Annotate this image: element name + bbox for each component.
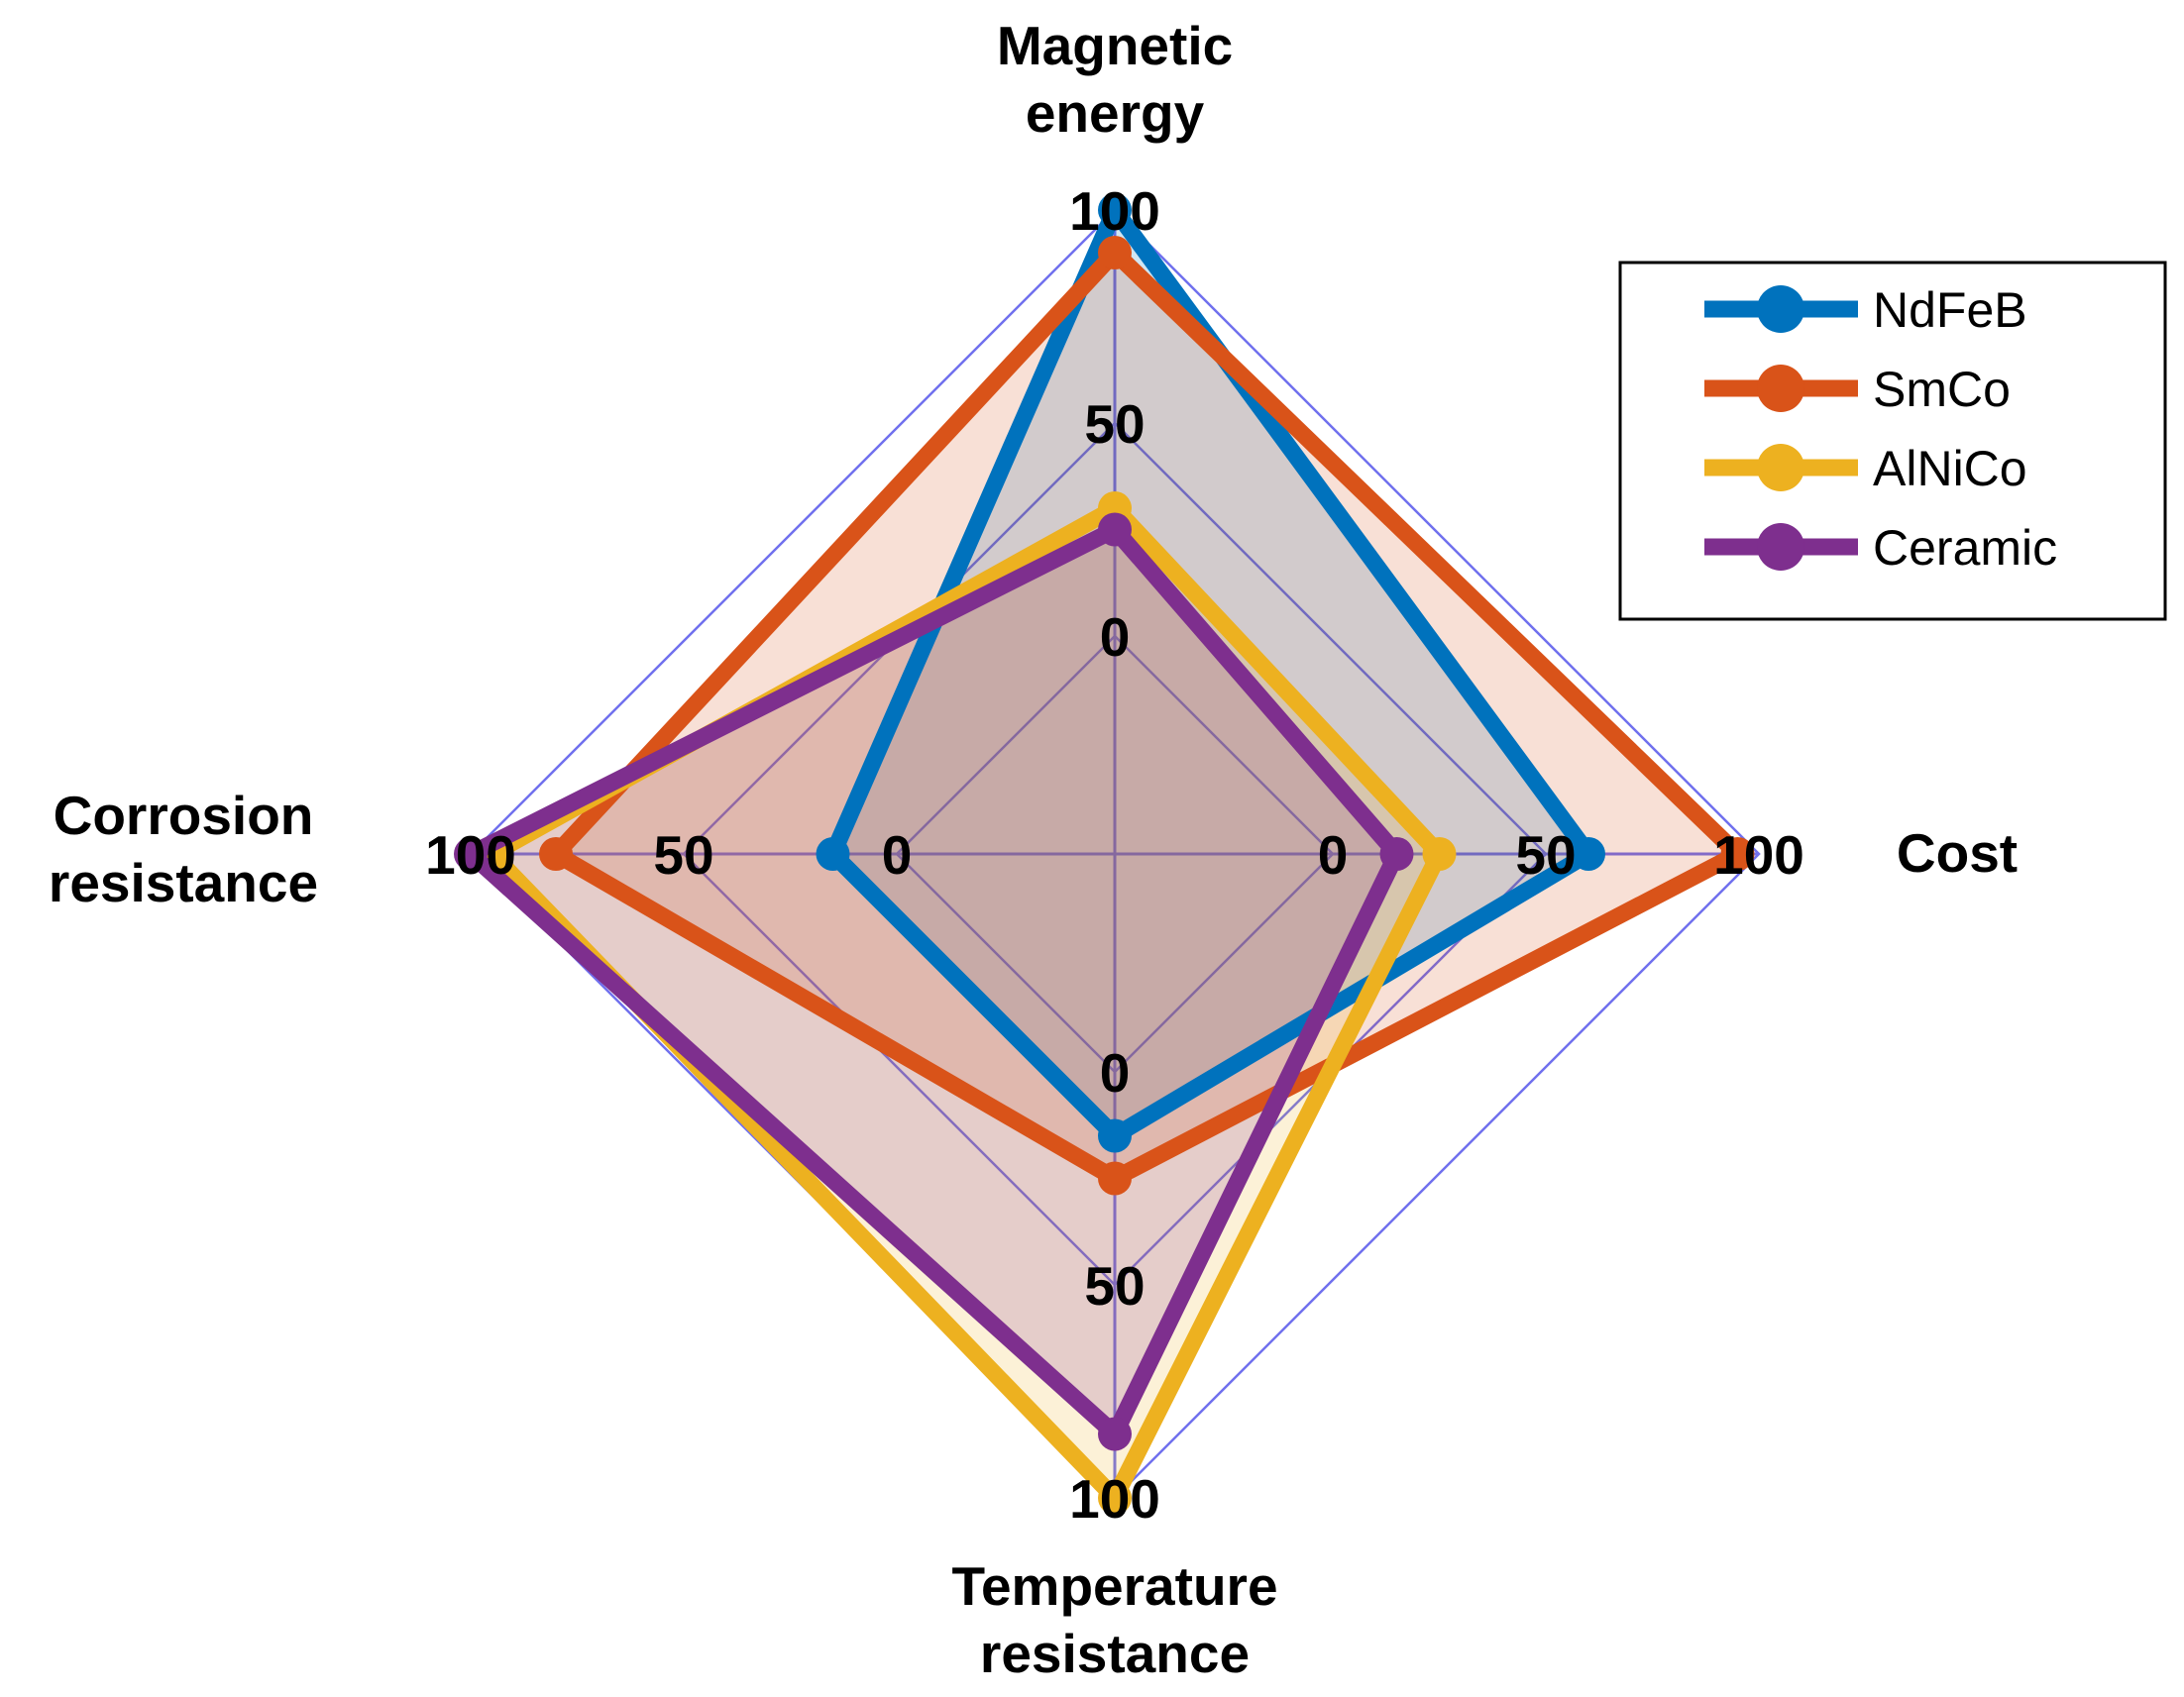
tick-label-left-0: 0 bbox=[882, 824, 913, 886]
axis-title-right-line-1: Cost bbox=[1897, 822, 2018, 884]
tick-label-left-100: 100 bbox=[425, 824, 516, 886]
legend-marker-smco bbox=[1757, 365, 1804, 412]
data-point-ndfeb-right bbox=[1572, 837, 1605, 871]
legend-marker-ndfeb bbox=[1757, 285, 1804, 333]
legend-item-ndfeb: NdFeB bbox=[1704, 282, 2027, 338]
data-point-ceramic-bottom bbox=[1098, 1417, 1132, 1451]
axis-title-left-line-1: Corrosion bbox=[54, 785, 314, 846]
axis-title-top-line-2: energy bbox=[1026, 82, 1205, 144]
axis-title-bottom-line-1: Temperature bbox=[951, 1555, 1277, 1617]
tick-label-bottom-100: 100 bbox=[1069, 1468, 1160, 1530]
axis-title-bottom-line-2: resistance bbox=[980, 1623, 1250, 1684]
data-point-smco-bottom bbox=[1098, 1161, 1132, 1196]
legend-label-ndfeb: NdFeB bbox=[1873, 282, 2027, 338]
tick-label-bottom-0: 0 bbox=[1100, 1042, 1131, 1104]
tick-label-right-50: 50 bbox=[1515, 824, 1576, 886]
tick-label-top-100: 100 bbox=[1069, 180, 1160, 242]
axis-title-left-line-2: resistance bbox=[49, 852, 318, 913]
tick-label-top-0: 0 bbox=[1100, 606, 1131, 668]
series-fill-ceramic bbox=[471, 529, 1397, 1434]
data-point-ndfeb-bottom bbox=[1098, 1118, 1132, 1153]
legend-label-smco: SmCo bbox=[1873, 362, 2011, 417]
data-point-ndfeb-left bbox=[816, 837, 850, 871]
tick-label-bottom-50: 50 bbox=[1084, 1255, 1145, 1317]
data-point-alnico-bottom bbox=[1098, 1481, 1132, 1515]
tick-label-top-50: 50 bbox=[1084, 393, 1145, 455]
data-point-smco-right bbox=[1720, 837, 1755, 871]
data-point-smco-top bbox=[1098, 236, 1132, 269]
series-lines bbox=[454, 193, 1755, 1515]
data-point-ceramic-left bbox=[454, 837, 488, 871]
legend-marker-alnico bbox=[1757, 444, 1804, 491]
axis-title-top-line-1: Magnetic bbox=[997, 15, 1233, 76]
data-point-alnico-right bbox=[1422, 837, 1457, 871]
tick-label-left-50: 50 bbox=[653, 824, 713, 886]
data-point-ndfeb-top bbox=[1098, 193, 1132, 227]
tick-label-right-0: 0 bbox=[1318, 824, 1349, 886]
legend: NdFeB SmCo AlNiCo Ceramic bbox=[1618, 261, 2167, 621]
legend-label-ceramic: Ceramic bbox=[1873, 520, 2057, 576]
legend-label-alnico: AlNiCo bbox=[1873, 441, 2027, 496]
legend-item-smco: SmCo bbox=[1704, 362, 2011, 417]
legend-box bbox=[1618, 261, 2167, 621]
tick-label-right-100: 100 bbox=[1713, 824, 1804, 886]
tick-labels: 0 50 100 0 50 100 0 50 100 0 50 100 bbox=[425, 180, 1804, 1530]
data-point-ceramic-top bbox=[1098, 512, 1132, 547]
legend-item-alnico: AlNiCo bbox=[1704, 441, 2027, 496]
data-point-smco-left bbox=[539, 837, 573, 871]
legend-marker-ceramic bbox=[1757, 523, 1804, 571]
axis-titles: MagneticenergyCostTemperatureresistanceC… bbox=[49, 15, 2018, 1684]
legend-item-ceramic: Ceramic bbox=[1704, 520, 2057, 576]
data-point-ceramic-right bbox=[1379, 837, 1414, 871]
